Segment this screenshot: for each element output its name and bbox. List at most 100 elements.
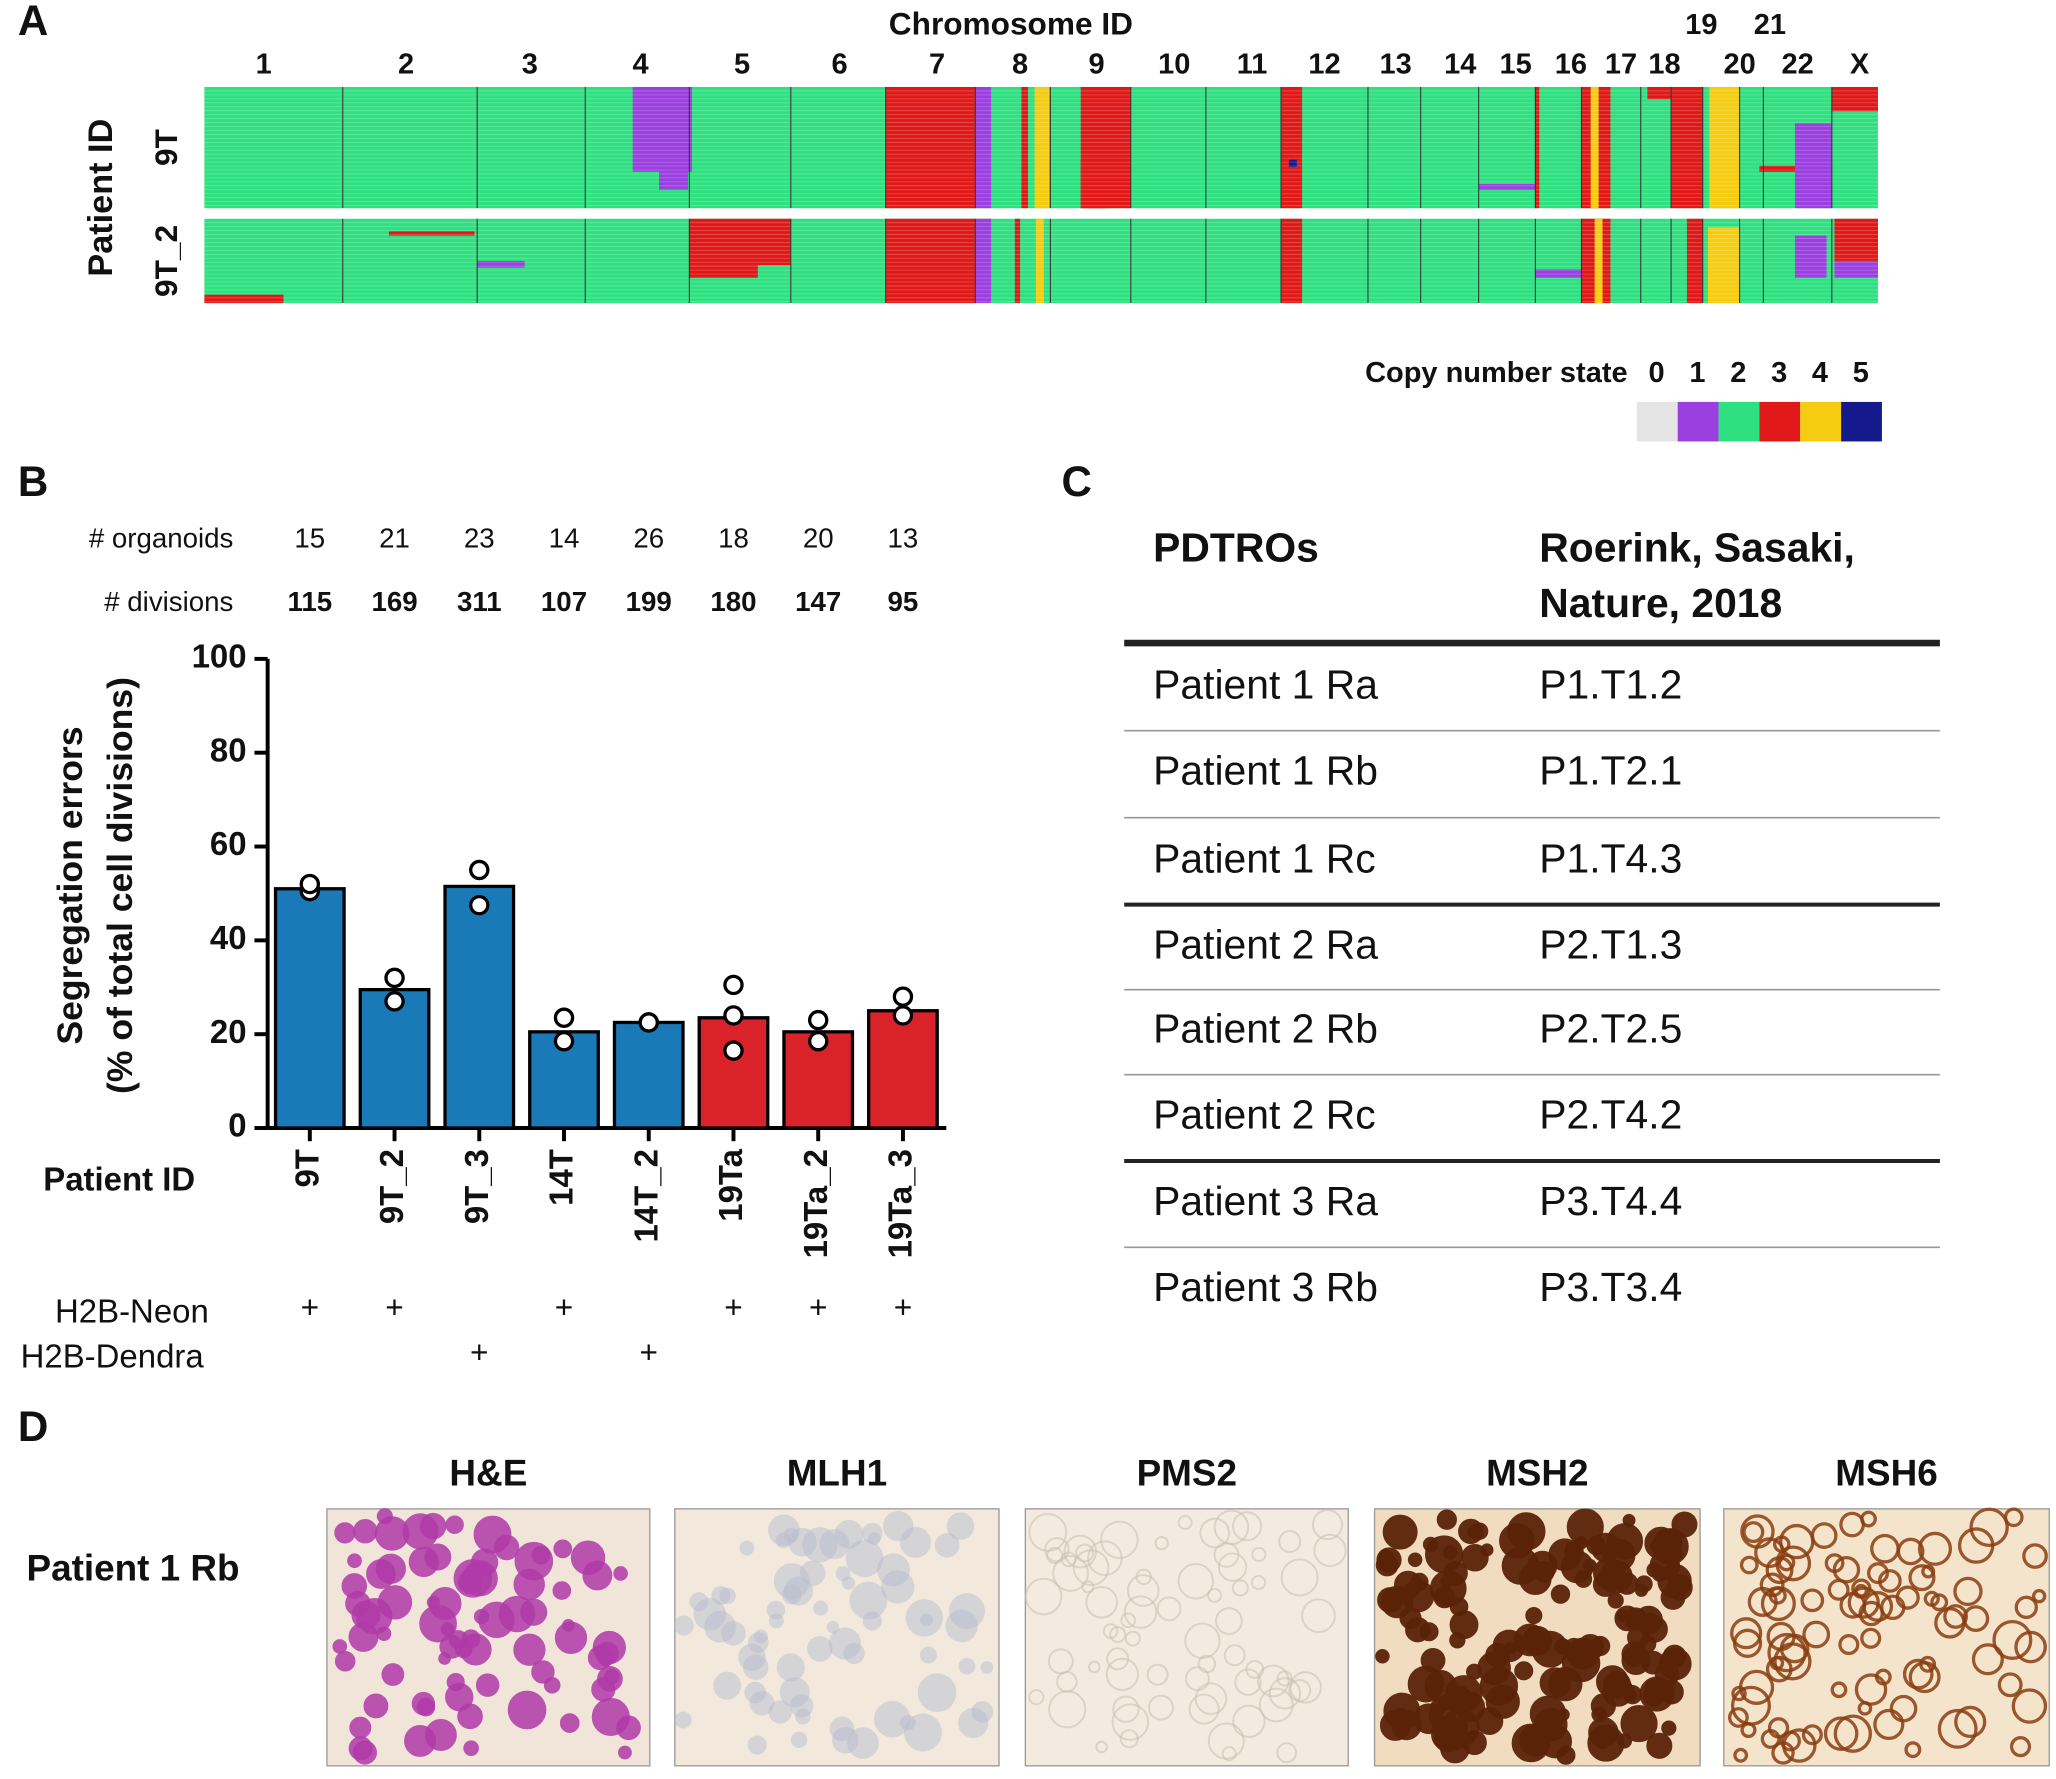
header-row-value: 169 (371, 586, 417, 617)
header-row-value: 18 (718, 523, 749, 554)
marker: + (385, 1289, 403, 1325)
table-header: Roerink, Sasaki, (1539, 525, 1855, 571)
legend-swatch (1841, 401, 1882, 442)
bar (612, 1020, 685, 1130)
cell-cluster (738, 1643, 766, 1672)
cell-cluster (1860, 1627, 1882, 1649)
cell-cluster (807, 1636, 833, 1662)
cell-cluster (1533, 1707, 1568, 1742)
chromosome-label: 11 (1237, 49, 1268, 81)
cell-cluster (2011, 1688, 2048, 1724)
cell-cluster (899, 1526, 931, 1558)
copy-number-block (1535, 269, 1582, 278)
cell-cluster (531, 1660, 555, 1684)
marker-row-label: H2B-Dendra (21, 1337, 205, 1374)
cell-cluster (1591, 1706, 1607, 1723)
cell-cluster (1111, 1703, 1150, 1741)
cell-cluster (1870, 1533, 1900, 1564)
cell-cluster (1234, 1668, 1262, 1696)
chromosome-label: 7 (929, 49, 945, 81)
heatmap-y-label: Patient ID (82, 119, 120, 277)
y-tick-label: 100 (192, 638, 247, 675)
cell-cluster (739, 1540, 755, 1556)
header-row-value: 147 (795, 586, 841, 617)
copy-number-block (1831, 86, 1878, 112)
header-row-value: 180 (710, 586, 756, 617)
cell-cluster (1760, 1728, 1781, 1749)
header-row-value: 199 (626, 586, 672, 617)
cell-cluster (1731, 1685, 1747, 1702)
cell-cluster (1646, 1732, 1673, 1759)
cell-cluster (1574, 1570, 1593, 1588)
table-cell: P1.T4.3 (1539, 836, 1682, 882)
chromosome-label: 10 (1158, 49, 1190, 81)
cell-cluster (1634, 1583, 1648, 1597)
cell-cluster (1199, 1517, 1231, 1549)
cell-cluster (2022, 1543, 2048, 1569)
legend-state: 4 (1812, 357, 1828, 389)
marker-row-label: H2B-Neon (55, 1293, 209, 1330)
cell-cluster (416, 1697, 436, 1717)
cell-cluster (2003, 1507, 2024, 1528)
cell-cluster (1587, 1724, 1625, 1762)
header-row-value: 115 (287, 586, 332, 617)
chromosome-label: 6 (831, 49, 847, 81)
chromosome-label: 18 (1648, 49, 1680, 81)
cell-cluster (980, 1661, 994, 1674)
cell-cluster (1954, 1705, 1987, 1738)
cell-cluster (1480, 1543, 1494, 1557)
cell-cluster (1867, 1562, 1889, 1585)
copy-number-block (1794, 235, 1827, 278)
cell-cluster (1232, 1511, 1263, 1542)
cell-cluster (945, 1609, 978, 1643)
cell-cluster (1276, 1742, 1298, 1764)
cell-cluster (2014, 1630, 2047, 1664)
cell-cluster (507, 1690, 547, 1730)
cell-cluster (1728, 1707, 1749, 1728)
cell-cluster (1802, 1620, 1831, 1649)
cell-cluster (1921, 1564, 1936, 1579)
cell-cluster (1531, 1630, 1569, 1668)
chromosome-label: 8 (1012, 49, 1028, 81)
cell-cluster (1644, 1678, 1665, 1699)
cell-cluster (1602, 1538, 1636, 1572)
chromosome-label: 2 (398, 49, 414, 81)
cell-cluster (1661, 1720, 1677, 1736)
stain-title: PMS2 (1137, 1453, 1237, 1494)
cell-cluster (789, 1694, 814, 1718)
copy-number-block (975, 86, 992, 209)
cell-cluster (2014, 1595, 2038, 1619)
cell-cluster (1607, 1592, 1624, 1609)
cell-cluster (513, 1633, 546, 1666)
cell-cluster (473, 1515, 512, 1554)
table-cell: Patient 1 Rb (1153, 747, 1378, 793)
cell-cluster (514, 1541, 554, 1581)
cell-cluster (819, 1529, 850, 1560)
cell-cluster (876, 1553, 911, 1587)
cell-cluster (1024, 1577, 1063, 1616)
x-tick-label: 19Ta_3 (882, 1149, 919, 1258)
cell-cluster (1258, 1687, 1294, 1723)
x-tick-label: 14T_2 (627, 1149, 664, 1242)
cell-cluster (1507, 1512, 1546, 1551)
cell-cluster (334, 1651, 356, 1672)
cell-cluster (1449, 1632, 1466, 1649)
cell-cluster (1838, 1634, 1860, 1656)
cell-cluster (1801, 1724, 1823, 1746)
cell-cluster (799, 1560, 826, 1586)
legend-state: 5 (1853, 357, 1869, 389)
cell-cluster (1377, 1587, 1404, 1614)
cell-cluster (813, 1600, 829, 1616)
cell-cluster (1919, 1655, 1937, 1673)
cell-cluster (753, 1629, 769, 1644)
cell-cluster (1765, 1556, 1794, 1585)
x-tick-label: 14T (543, 1149, 580, 1206)
cell-cluster (1943, 1604, 1968, 1629)
cell-cluster (1156, 1596, 1182, 1622)
data-point (469, 894, 490, 916)
chromosome-label: 21 (1754, 9, 1786, 41)
table-cell: Patient 1 Rc (1153, 836, 1376, 882)
data-point (469, 859, 490, 881)
copy-number-block (1590, 86, 1599, 209)
cell-cluster (1854, 1673, 1888, 1706)
